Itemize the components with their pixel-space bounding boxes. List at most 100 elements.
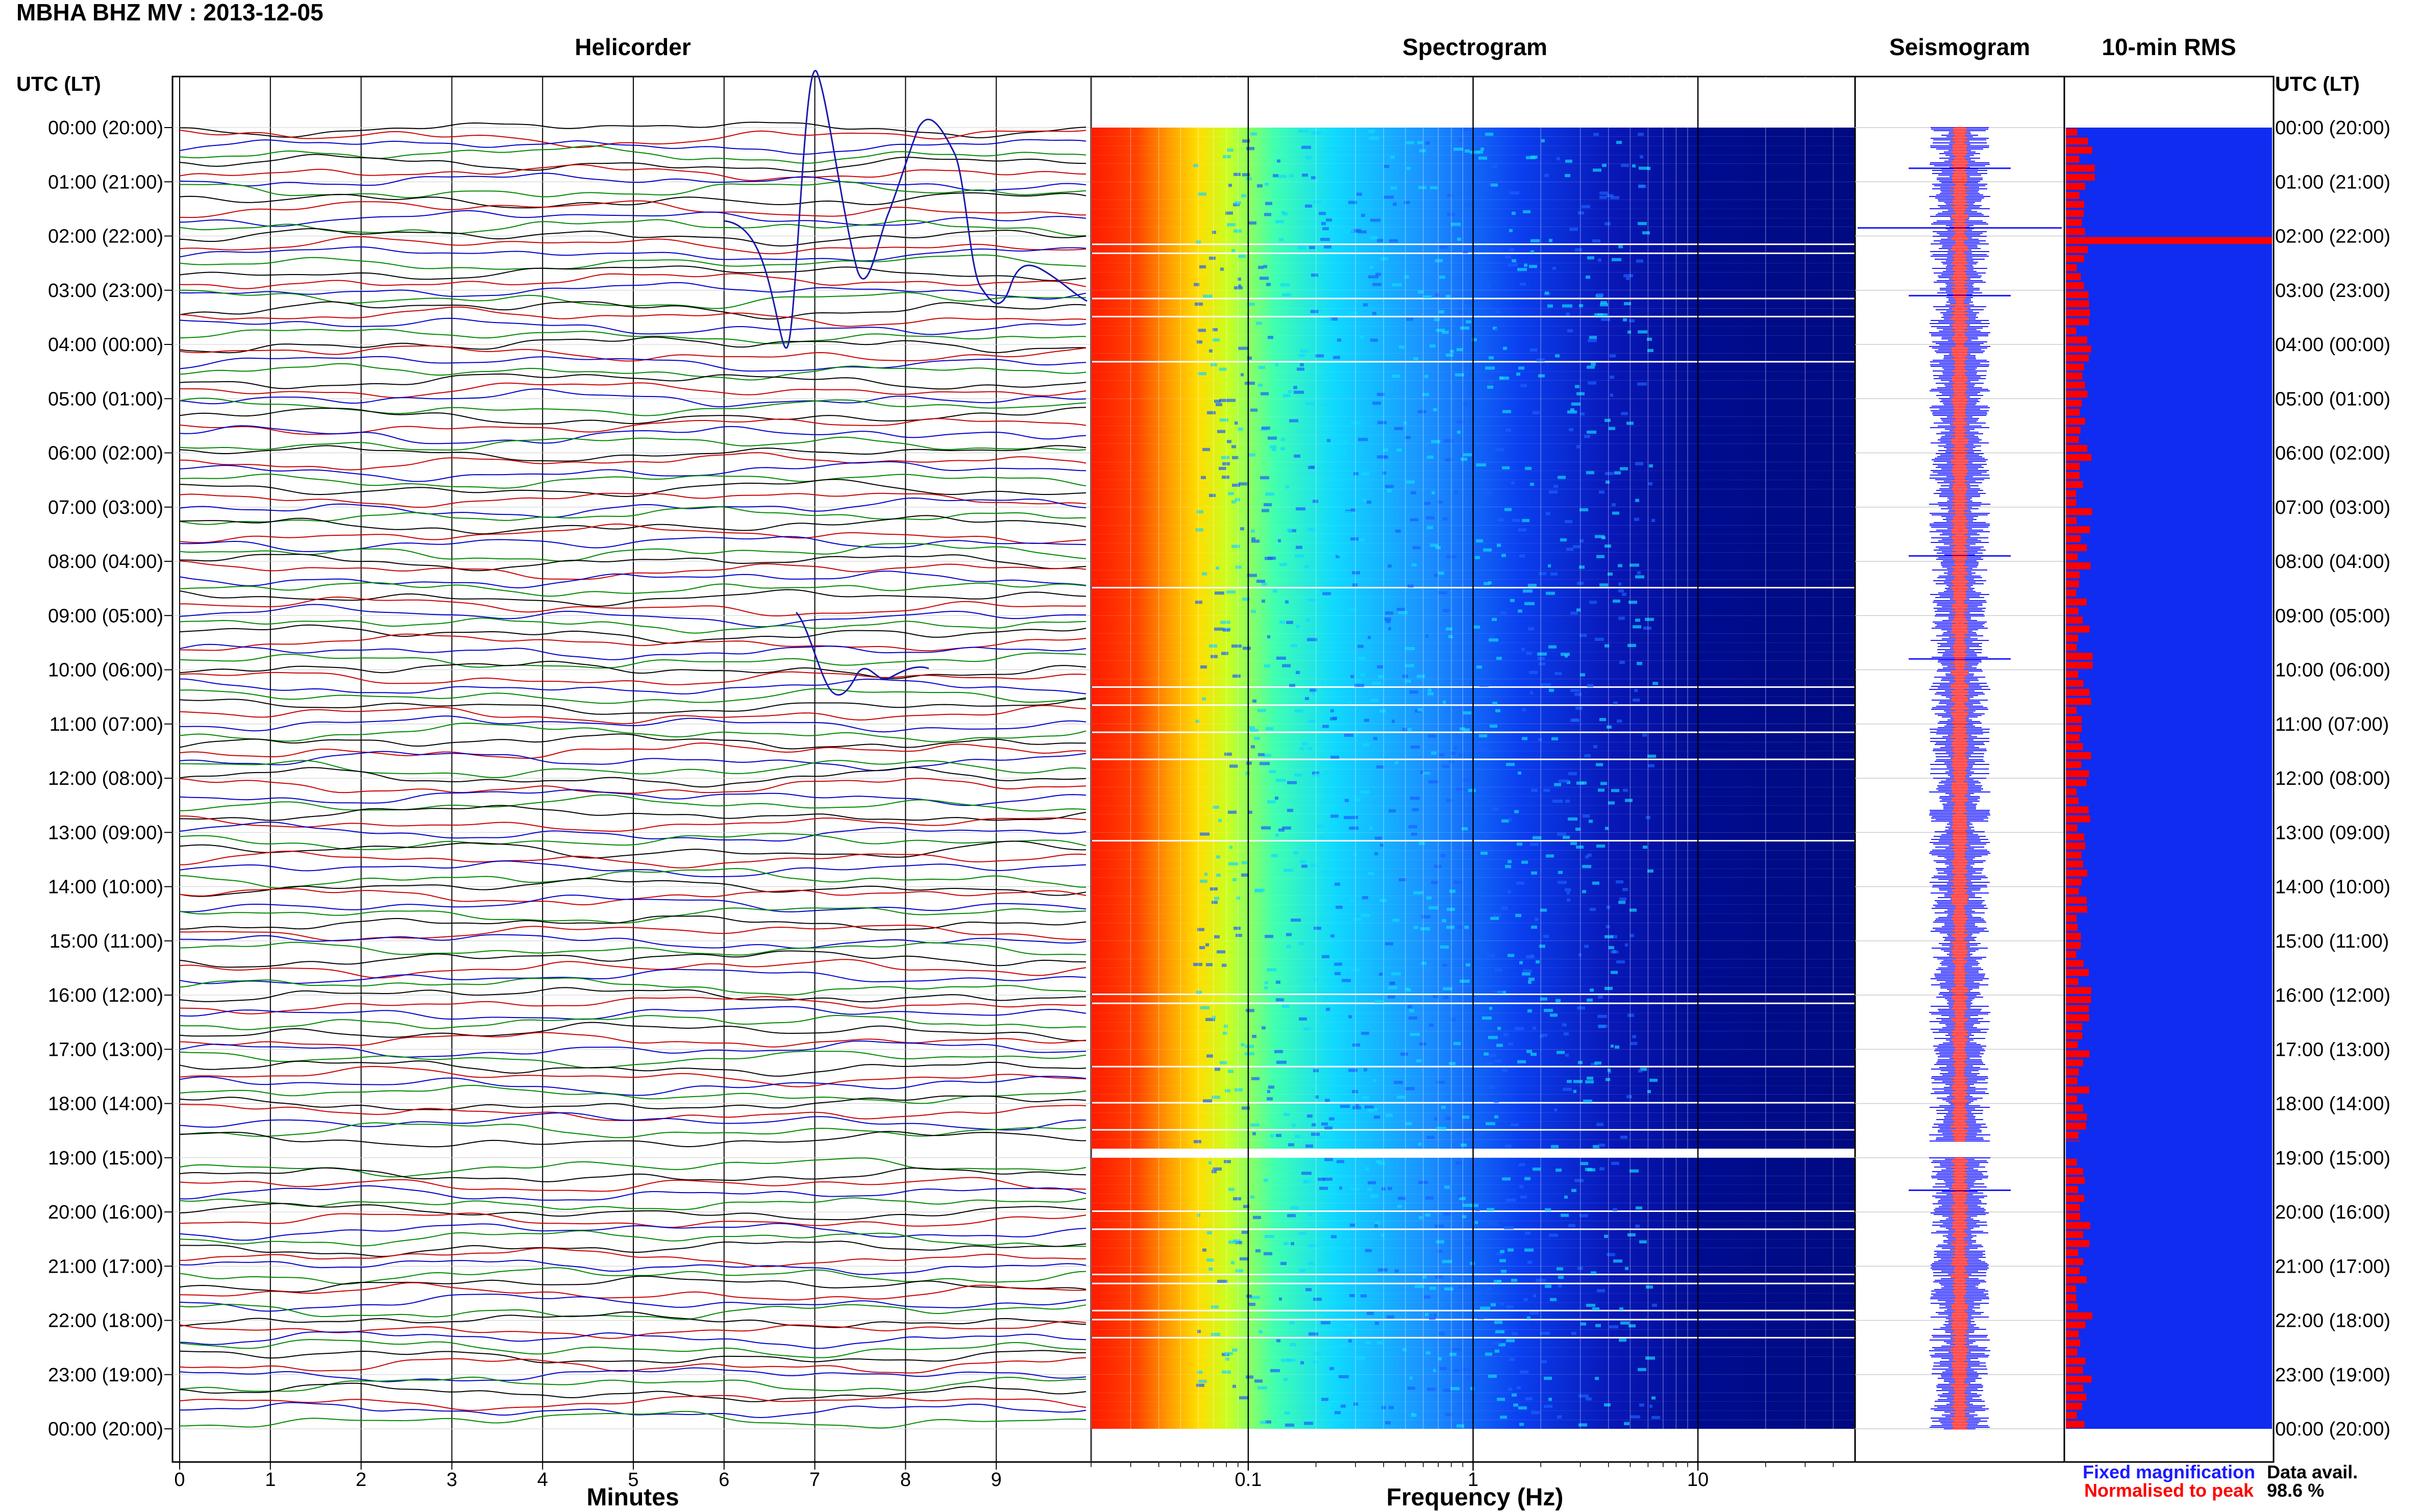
spectrogram-speckle	[1613, 599, 1620, 603]
spectrogram-speckle	[1535, 918, 1539, 921]
spectrogram-speckle	[1652, 1303, 1657, 1307]
rms-bar	[2066, 1122, 2086, 1130]
spectrogram-speckle	[1470, 1204, 1478, 1207]
spectrogram-speckle	[1580, 673, 1585, 677]
spectrogram-speckle	[1310, 688, 1317, 692]
spectrogram-speckle	[1417, 675, 1425, 678]
spectrogram-speckle	[1361, 472, 1369, 476]
spectrogram-speckle	[1381, 1187, 1386, 1191]
spectrogram-speckle	[1579, 539, 1584, 542]
spectrogram-speckle	[1374, 852, 1378, 855]
spectrogram-speckle	[1464, 728, 1470, 732]
spectrogram-speckle	[1633, 625, 1641, 629]
rms-bar	[2066, 210, 2084, 217]
spectrogram-speckle	[1322, 955, 1329, 958]
time-tick-left: 21:00 (17:00)	[48, 1256, 163, 1277]
minute-tick-label: 2	[356, 1469, 366, 1491]
spectrogram-speckle	[1558, 1276, 1564, 1279]
spectrogram-speckle	[1500, 1250, 1504, 1253]
spectrogram-speckle	[1613, 1208, 1617, 1211]
rms-bar	[2066, 454, 2092, 461]
spectrogram-speckle	[1576, 445, 1580, 449]
spectrogram-speckle	[1530, 482, 1534, 486]
spectrogram-speckle	[1553, 485, 1558, 488]
spectrogram-speckle	[1501, 1270, 1507, 1273]
rms-bar	[2066, 173, 2095, 181]
seismogram-normalised-envelope	[1951, 127, 1969, 1429]
spectrogram-speckle	[1198, 329, 1206, 332]
spectrogram-speckle	[1389, 982, 1395, 985]
spectrogram-speckle	[1195, 302, 1203, 306]
spectrogram-speckle	[1335, 882, 1340, 886]
rms-bar	[2066, 1312, 2092, 1320]
spectrogram-speckle	[1216, 874, 1221, 877]
spectrogram-speckle	[1386, 619, 1391, 623]
spectrogram-speckle	[1305, 1288, 1312, 1292]
spectrogram-speckle	[1561, 1213, 1569, 1217]
spectrogram-speckle	[1307, 1262, 1314, 1266]
spectrogram-speckle	[1607, 905, 1610, 909]
spectrogram-speckle	[1434, 574, 1438, 577]
spectrogram-speckle	[1446, 926, 1454, 929]
spectrogram-speckle	[1234, 286, 1243, 290]
spectrogram-speckle	[1349, 1294, 1355, 1297]
helicorder-trace	[179, 589, 1087, 607]
helicorder-trace	[179, 678, 1087, 695]
spectrogram-speckle	[1226, 590, 1236, 594]
spectrogram-speckle	[1351, 508, 1355, 512]
spectrogram-speckle	[1243, 1205, 1249, 1208]
spectrogram-speckle	[1448, 635, 1453, 638]
spectrogram-speckle	[1616, 141, 1622, 144]
spectrogram-speckle	[1443, 1212, 1452, 1216]
spectrogram-speckle	[1384, 449, 1388, 452]
spectrogram-speckle	[1392, 283, 1402, 287]
spectrogram-speckle	[1507, 1305, 1513, 1308]
spectrogram-speckle	[1338, 553, 1346, 556]
spectrogram-speckle	[1577, 1267, 1583, 1270]
spectrogram-speckle	[1470, 1261, 1475, 1265]
spectrogram-speckle	[1280, 447, 1285, 451]
spectrogram-speckle	[1596, 763, 1603, 766]
spectrogram-speckle	[1565, 174, 1570, 178]
spectrogram-speckle	[1324, 245, 1331, 249]
spectrogram-speckle	[1264, 664, 1270, 668]
spectrogram-speckle	[1348, 201, 1357, 204]
spectrogram-speckle	[1638, 1069, 1642, 1073]
spectrogram-speckle	[1301, 1172, 1312, 1175]
spectrogram-speckle	[1576, 608, 1581, 612]
spectrogram-speckle	[1593, 168, 1601, 172]
spectrogram-speckle	[1428, 780, 1439, 784]
spectrogram-speckle	[1476, 539, 1483, 542]
spectrogram-speckle	[1321, 222, 1326, 226]
spectrogram-speckle	[1579, 634, 1587, 637]
spectrogram-speckle	[1595, 637, 1604, 641]
spectrogram-speckle	[1590, 988, 1594, 992]
spectrogram-speckle	[1560, 538, 1567, 542]
spectrogram-speckle	[1404, 201, 1410, 204]
spectrogram-speckle	[1325, 790, 1334, 794]
helicorder-trace	[179, 822, 1087, 841]
helicorder-trace	[179, 210, 1087, 227]
spectrogram-speckle	[1329, 317, 1338, 321]
spectrogram-speckle	[1647, 754, 1656, 758]
spectrogram-speckle	[1346, 1239, 1349, 1243]
rms-bar	[2066, 806, 2089, 813]
spectrogram-speckle	[1531, 155, 1538, 159]
spectrogram-speckle	[1558, 871, 1563, 874]
spectrogram-speckle	[1221, 652, 1228, 655]
spectrogram-speckle	[1193, 962, 1202, 966]
spectrogram-speckle	[1305, 156, 1312, 159]
spectrogram-speckle	[1490, 916, 1499, 920]
spectrogram-speckle	[1425, 634, 1428, 638]
spectrogram-speckle	[1463, 250, 1468, 254]
spectrogram-speckle	[1594, 313, 1603, 317]
spectrogram-speckle	[1390, 156, 1395, 159]
spectrogram-speckle	[1421, 915, 1430, 919]
spectrogram-speckle	[1290, 1321, 1295, 1325]
spectrogram-speckle	[1635, 618, 1640, 622]
spectrogram-speckle	[1209, 493, 1216, 497]
spectrogram-speckle	[1377, 392, 1385, 396]
spectrogram-speckle	[1575, 706, 1583, 710]
spectrogram-speckle	[1367, 1187, 1372, 1191]
spectrogram-speckle	[1538, 657, 1545, 660]
